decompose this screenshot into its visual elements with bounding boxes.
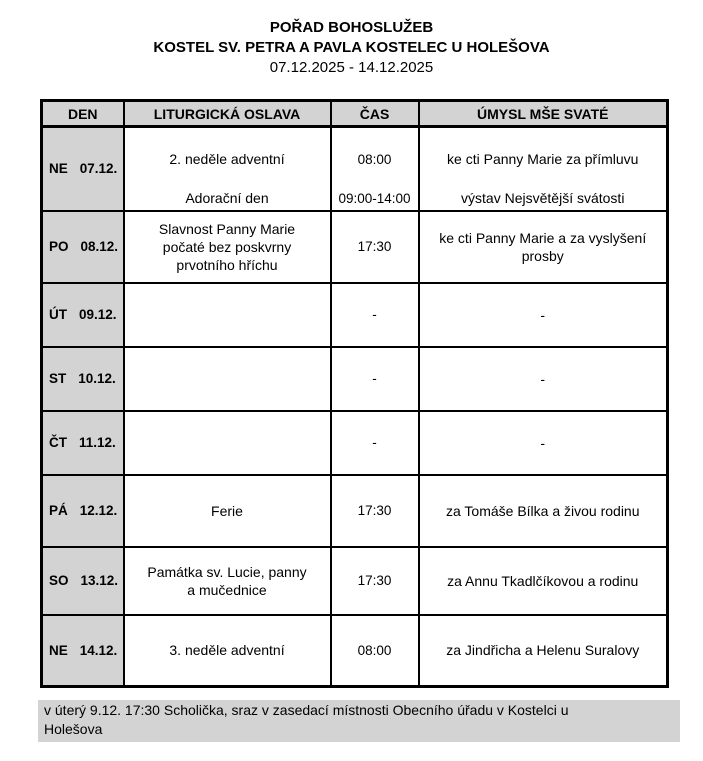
header-intention: ÚMYSL MŠE SVATÉ [417,99,669,128]
table-row: ČT 11.12. - - [40,409,669,476]
day-cell: NE 14.12. [40,613,125,688]
celebration-cell: Ferie [122,473,332,548]
intention-cell: - [417,345,669,412]
table-row: PÁ 12.12. Ferie 17:30 za Tomáše Bílka a … [40,473,669,548]
intention-cell: za Annu Tkadlčíkovou a rodinu [417,545,669,616]
intention-cell: ke cti Panny Marie a za vyslyšení prosby [417,209,669,284]
day-abbr: NE [49,161,68,177]
day-abbr: ČT [49,435,67,450]
celebration-cell: Památka sv. Lucie, panny a mučednice [122,545,332,616]
table-row: NE 07.12. 2. neděle adventní Adorační de… [40,125,669,212]
day-date: 07.12. [79,161,118,177]
table-row: ÚT 09.12. - - [40,281,669,348]
time-cell: - [329,345,420,412]
intention-text: výstav Nejsvětější svátosti [461,189,625,206]
day-abbr: ST [49,371,67,386]
day-date: 14.12. [79,642,118,658]
table-row: ST 10.12. - - [40,345,669,412]
day-cell: NE 07.12. [40,125,125,212]
day-cell: PO 08.12. [40,209,125,284]
day-date: 11.12. [79,435,116,450]
date-range: 07.12.2025 - 14.12.2025 [269,59,434,76]
celebration-text: 2. neděle adventní [169,151,285,168]
intention-text: ke cti Panny Marie za přímluvu [447,151,639,168]
celebration-cell [122,345,332,412]
day-date: 08.12. [80,239,119,254]
page-title: POŘAD BOHOSLUŽEB [269,19,434,36]
table-header-row: DEN LITURGICKÁ OSLAVA ČAS ÚMYSL MŠE SVAT… [40,99,669,128]
time-cell: - [329,409,420,476]
table-row: PO 08.12. Slavnost Panny Marie počaté be… [40,209,669,284]
intention-cell: za Jindřicha a Helenu Suralovy [417,613,669,688]
intention-cell: - [417,281,669,348]
header-celebration: LITURGICKÁ OSLAVA [122,99,332,128]
page-subtitle: KOSTEL SV. PETRA A PAVLA KOSTELEC U HOLE… [153,39,550,56]
day-date: 09.12. [79,307,117,322]
header-time: ČAS [329,99,420,128]
day-cell: ČT 11.12. [40,409,125,476]
day-abbr: SO [49,573,69,588]
day-cell: SO 13.12. [40,545,125,616]
day-abbr: PO [49,239,69,254]
time-cell: 08:00 09:00-14:00 [329,125,420,212]
celebration-text: Adorační den [185,189,269,206]
header-day: DEN [40,99,125,128]
schedule-table: DEN LITURGICKÁ OSLAVA ČAS ÚMYSL MŠE SVAT… [40,99,669,688]
day-date: 12.12. [79,503,118,518]
day-date: 13.12. [80,573,119,588]
day-cell: ÚT 09.12. [40,281,125,348]
day-abbr: PÁ [49,503,68,518]
table-row: NE 14.12. 3. neděle adventní 08:00 za Ji… [40,613,669,688]
footer-note-bar: v úterý 9.12. 17:30 Scholička, sraz v za… [38,700,680,742]
footer-note-text: v úterý 9.12. 17:30 Scholička, sraz v za… [44,702,569,737]
celebration-cell [122,281,332,348]
time-cell: - [329,281,420,348]
time-cell: 08:00 [329,613,420,688]
day-cell: ST 10.12. [40,345,125,412]
time-text: 08:00 [357,152,392,168]
celebration-cell [122,409,332,476]
day-cell: PÁ 12.12. [40,473,125,548]
celebration-cell: 2. neděle adventní Adorační den [122,125,332,212]
time-text: 09:00-14:00 [338,190,411,206]
time-cell: 17:30 [329,473,420,548]
celebration-cell: Slavnost Panny Marie počaté bez poskvrny… [122,209,332,284]
time-cell: 17:30 [329,209,420,284]
day-date: 10.12. [78,371,116,386]
document-header: POŘAD BOHOSLUŽEB KOSTEL SV. PETRA A PAVL… [0,18,703,78]
intention-cell: za Tomáše Bílka a živou rodinu [417,473,669,548]
table-row: SO 13.12. Památka sv. Lucie, panny a muč… [40,545,669,616]
day-abbr: NE [49,642,68,658]
celebration-cell: 3. neděle adventní [122,613,332,688]
intention-cell: - [417,409,669,476]
day-abbr: ÚT [49,307,67,322]
intention-cell: ke cti Panny Marie za přímluvu výstav Ne… [417,125,669,212]
time-cell: 17:30 [329,545,420,616]
